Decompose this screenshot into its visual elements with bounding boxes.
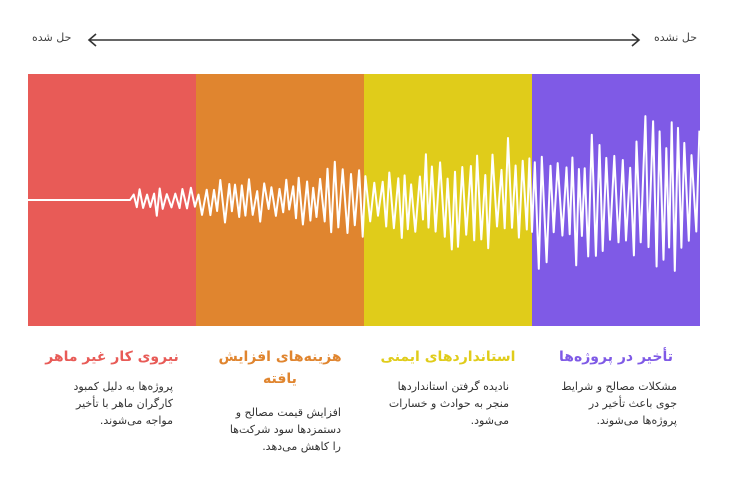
waveform-line	[28, 115, 700, 272]
resolution-scale-arrow	[87, 33, 641, 47]
challenge-band	[28, 74, 700, 326]
title-unskilled-labor: نیروی کار غیر ماهر	[45, 349, 179, 365]
column-unskilled-labor: نیروی کار غیر ماهر پروژه‌ها به دلیل کمبو…	[28, 346, 196, 429]
title-safety-standards: استانداردهای ایمنی	[380, 349, 516, 365]
column-increased-costs: هزینه‌های افزایش یافته افزایش قیمت مصالح…	[196, 346, 364, 455]
desc-safety-standards: نادیده گرفتن استانداردها منجر به حوادث و…	[388, 380, 509, 427]
unresolved-label: حل نشده	[653, 31, 697, 44]
desc-unskilled-labor: پروژه‌ها به دلیل کمبود کارگران ماهر با ت…	[73, 380, 173, 427]
column-project-delays: تأخیر در پروژه‌ها مشکلات مصالح و شرایط ج…	[532, 346, 700, 429]
column-safety-standards: استانداردهای ایمنی نادیده گرفتن استاندار…	[364, 346, 532, 429]
desc-project-delays: مشکلات مصالح و شرایط جوی باعث تأخیر در پ…	[561, 380, 677, 427]
title-increased-costs: هزینه‌های افزایش یافته	[218, 349, 342, 387]
signal-waveform	[28, 115, 700, 272]
desc-increased-costs: افزایش قیمت مصالح و دستمزدها سود شرکت‌ها…	[229, 406, 341, 453]
resolved-label: حل شده	[32, 31, 72, 44]
title-project-delays: تأخیر در پروژه‌ها	[559, 349, 673, 365]
